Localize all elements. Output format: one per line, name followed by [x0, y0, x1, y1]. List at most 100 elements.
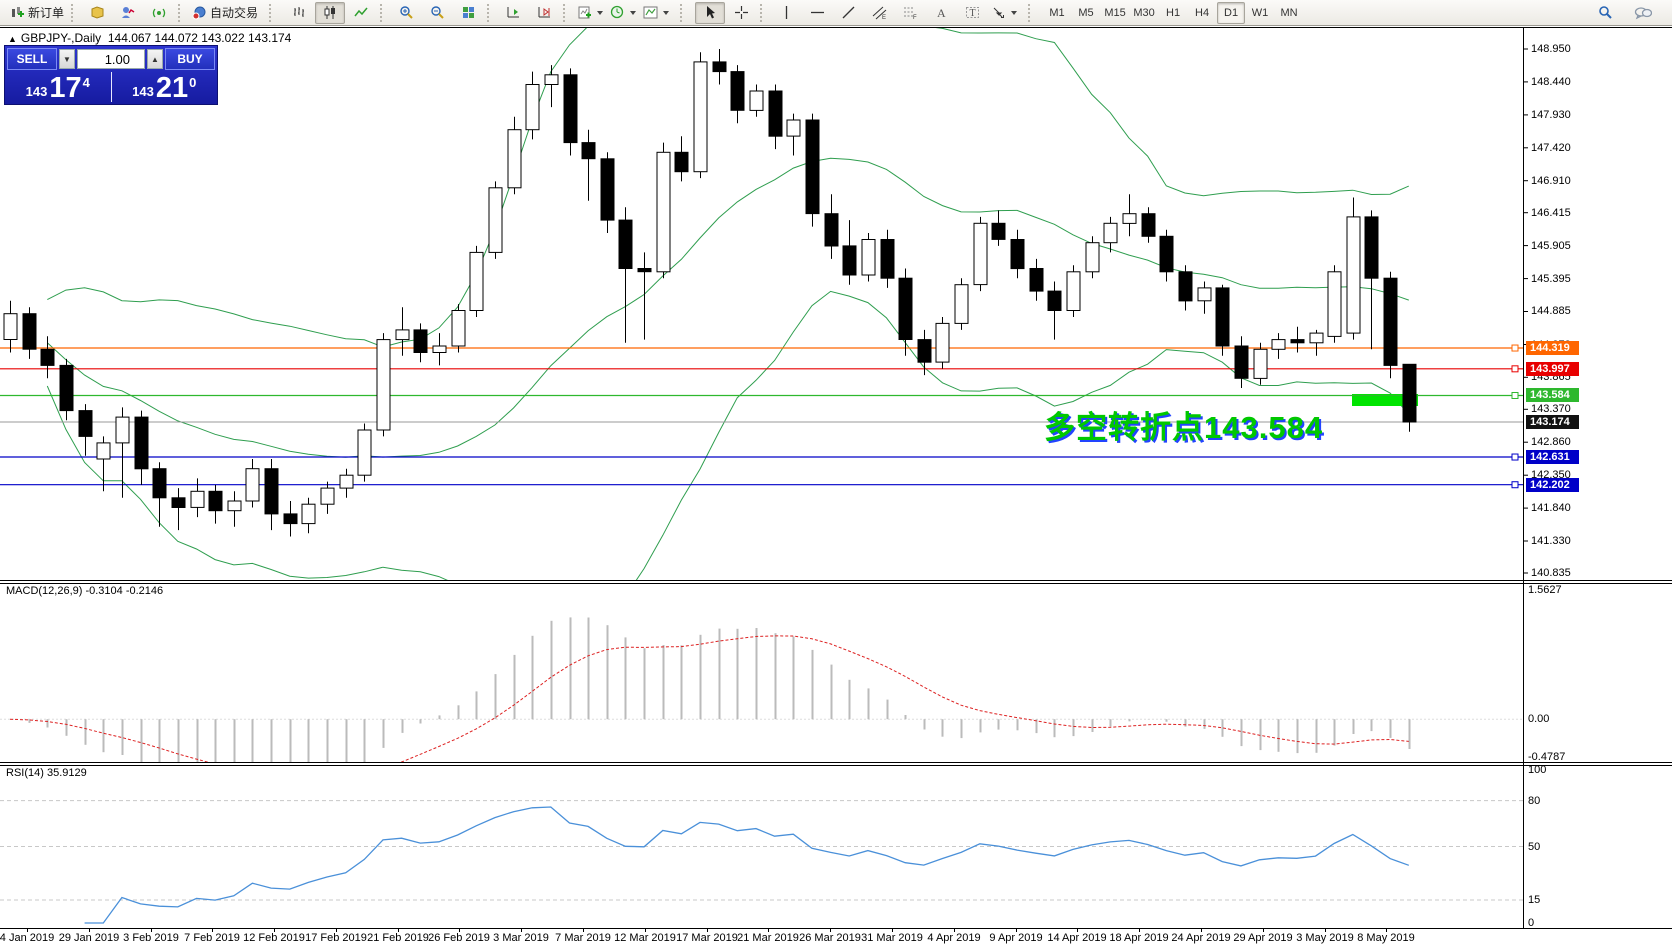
svg-text:T: T — [969, 8, 975, 19]
new-chart-button[interactable] — [574, 2, 606, 24]
candle-body — [1010, 239, 1025, 270]
market-watch-button[interactable] — [82, 2, 112, 24]
profiles-button[interactable] — [607, 2, 639, 24]
hline-handle[interactable] — [1511, 365, 1519, 373]
volume-decrease-button[interactable]: ▼ — [59, 49, 75, 69]
timeframe-m15-button[interactable]: M15 — [1104, 6, 1126, 19]
candle-body — [469, 251, 484, 311]
candle-body — [730, 71, 745, 111]
candle-body — [413, 329, 428, 353]
svg-text:A: A — [937, 6, 946, 20]
buy-price[interactable]: 143 21 0 — [112, 70, 218, 104]
indicators-button[interactable] — [640, 2, 672, 24]
timeframe-mn-button[interactable]: MN — [1280, 6, 1298, 19]
sell-price-main: 17 — [49, 72, 82, 104]
hline-handle[interactable] — [1511, 344, 1519, 352]
crosshair-button[interactable] — [726, 2, 756, 24]
horizontal-line-button[interactable] — [802, 2, 832, 24]
trendline-button[interactable] — [833, 2, 863, 24]
horizontal-line-icon — [810, 11, 824, 14]
chat-button[interactable] — [1628, 2, 1658, 24]
candle-body — [1309, 332, 1324, 344]
strategy-tester-button[interactable] — [144, 2, 174, 24]
hline-handle[interactable] — [1511, 391, 1519, 399]
zoom-in-button[interactable] — [391, 2, 421, 24]
candlestick-chart-button[interactable] — [315, 1, 346, 24]
buy-price-main: 21 — [155, 72, 189, 104]
candle-body — [227, 500, 242, 512]
candle-body — [432, 345, 447, 353]
candle-body — [3, 313, 18, 341]
chevron-down-icon — [1011, 10, 1018, 15]
highlight-rectangle[interactable] — [1352, 394, 1418, 406]
timeframe-m1-button[interactable]: M1 — [1049, 6, 1065, 19]
candle-body — [1178, 271, 1193, 302]
bar-chart-button[interactable] — [284, 2, 314, 24]
bollinger-lower-band — [46, 290, 1410, 580]
equidistant-channel-icon: E — [872, 6, 886, 20]
auto-scroll-button[interactable] — [498, 2, 528, 24]
timeframe-m30-button[interactable]: M30 — [1133, 6, 1155, 19]
candle-body — [78, 410, 93, 437]
hline-handle[interactable] — [1511, 453, 1519, 461]
auto-scroll-icon — [507, 7, 519, 18]
cursor-button[interactable] — [695, 1, 726, 24]
chat-icon — [1634, 6, 1652, 19]
toolbar-separator — [487, 3, 494, 22]
candle-body — [656, 151, 671, 273]
candle-body — [712, 61, 727, 73]
text-a-icon: A — [937, 6, 946, 20]
candle-body — [96, 442, 111, 460]
candle-body — [917, 339, 932, 363]
new-chart-icon — [578, 6, 592, 19]
vertical-line-button[interactable] — [771, 2, 801, 24]
candle-body — [320, 487, 335, 505]
hline-handle[interactable] — [1511, 481, 1519, 489]
macd-signal-line — [9, 635, 1409, 762]
new-order-icon — [12, 7, 24, 17]
auto-trading-button[interactable]: 自动交易 — [189, 2, 261, 24]
chart-shift-button[interactable] — [529, 2, 559, 24]
zoom-out-button[interactable] — [422, 2, 452, 24]
timeframe-w1-button[interactable]: W1 — [1251, 6, 1269, 19]
channel-button[interactable]: E — [864, 2, 894, 24]
toolbar-separator — [269, 3, 276, 22]
sell-price[interactable]: 143 17 4 — [5, 70, 111, 104]
timeframe-h4-button[interactable]: H4 — [1195, 6, 1210, 19]
text-label-button[interactable]: T — [957, 2, 987, 24]
candle-body — [376, 339, 391, 431]
timeframe-m5-button[interactable]: M5 — [1078, 6, 1094, 19]
indicators-icon — [643, 6, 658, 19]
timeframe-group: M1 M5 M15 M30 H1 H4 D1 W1 MN — [1040, 1, 1306, 24]
candle-body — [488, 187, 503, 253]
candle-body — [525, 84, 540, 131]
candle-body — [1327, 271, 1342, 337]
search-button[interactable] — [1590, 2, 1620, 24]
timeframe-h1-button[interactable]: H1 — [1166, 6, 1181, 19]
timeframe-d1-button[interactable]: D1 — [1217, 1, 1246, 24]
sell-price-prefix: 143 — [25, 84, 48, 99]
toolbar-separator — [680, 3, 687, 22]
cursor-icon — [706, 6, 715, 19]
annotation-text[interactable]: 多空转折点143.584 — [1044, 410, 1324, 445]
buy-button[interactable]: BUY — [165, 48, 215, 70]
line-chart-button[interactable] — [346, 2, 376, 24]
text-button[interactable]: A — [926, 2, 956, 24]
tile-windows-button[interactable] — [453, 2, 483, 24]
candle-body — [861, 239, 876, 276]
highlight-rect-svg[interactable] — [1352, 394, 1418, 406]
new-order-button[interactable]: 新订单 — [7, 2, 67, 24]
candle-body — [786, 119, 801, 137]
candle-body — [935, 322, 950, 363]
volume-input[interactable]: 1.00 — [77, 49, 145, 69]
fibonacci-button[interactable]: F — [895, 2, 925, 24]
arrows-button[interactable] — [988, 2, 1020, 24]
toolbar-group-chart — [281, 1, 675, 24]
candle-body — [1271, 339, 1286, 350]
volume-increase-button[interactable]: ▲ — [147, 49, 163, 69]
candle-body — [1402, 363, 1417, 423]
sell-button[interactable]: SELL — [7, 48, 57, 70]
trendline-icon — [842, 6, 854, 19]
data-window-button[interactable] — [113, 2, 143, 24]
